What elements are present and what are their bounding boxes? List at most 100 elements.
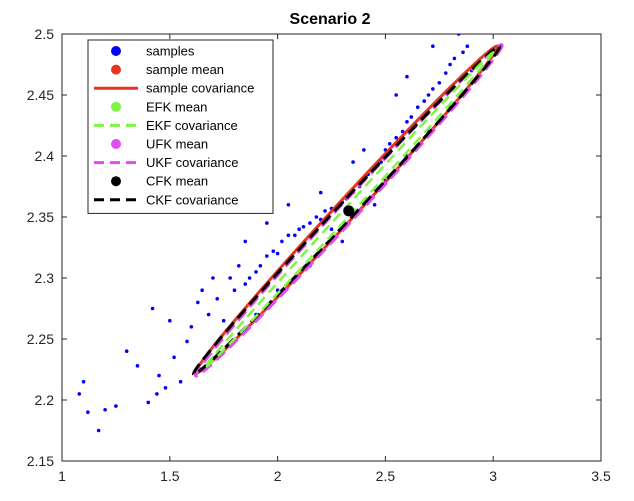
y-tick-label: 2.25 xyxy=(27,331,54,347)
sample-point xyxy=(196,300,200,305)
sample-point xyxy=(96,428,101,433)
sample-point xyxy=(146,400,151,405)
x-tick-label: 2.5 xyxy=(376,468,396,484)
sample-point xyxy=(236,264,241,268)
legend-item: UKF covariance xyxy=(94,155,238,170)
sample-point xyxy=(124,349,129,354)
y-tick-label: 2.4 xyxy=(35,148,55,164)
sample-point xyxy=(189,325,194,329)
axes: 1 1.5 2 2.5 3 3.5 2.15 2.2 2.25 2.3 2.35 2.4 2.45 2.5 xyxy=(27,26,611,484)
legend-item: sample covariance xyxy=(94,81,254,96)
legend-label: UKF covariance xyxy=(146,155,238,170)
sample-point xyxy=(431,44,435,48)
sample-point xyxy=(275,251,280,256)
sample-point xyxy=(135,364,140,368)
sample-point xyxy=(301,224,306,229)
x-tick-label: 3 xyxy=(489,468,497,484)
y-tick-label: 2.5 xyxy=(35,26,55,42)
sample-point xyxy=(456,34,461,36)
legend-item: CKF covariance xyxy=(94,192,238,207)
sample-point xyxy=(271,249,276,253)
legend-label: sample covariance xyxy=(146,81,254,96)
sample-point xyxy=(443,71,448,75)
y-tick-label: 2.3 xyxy=(35,270,55,286)
sample-point xyxy=(318,190,323,195)
legend-label: sample mean xyxy=(146,62,224,77)
sample-point xyxy=(308,221,312,225)
sample-point xyxy=(323,209,327,213)
legend-item: samples xyxy=(111,44,195,59)
legend-marker xyxy=(111,46,121,56)
legend-item: EFK mean xyxy=(111,99,207,114)
sample-point xyxy=(163,386,168,390)
x-tick-label: 1.5 xyxy=(160,468,180,484)
sample-point xyxy=(258,264,263,268)
legend-label: samples xyxy=(146,44,195,59)
sample-point xyxy=(431,87,435,91)
y-tick-label: 2.35 xyxy=(27,209,54,225)
sample-point xyxy=(185,339,189,344)
legend-label: EKF covariance xyxy=(146,118,238,133)
legend-marker xyxy=(111,101,121,112)
sample-point xyxy=(293,233,297,238)
sample-point xyxy=(168,318,172,323)
legend-item: EKF covariance xyxy=(94,118,238,133)
legend-label: CFK mean xyxy=(146,174,208,189)
sample-point xyxy=(394,135,398,140)
sample-point xyxy=(280,239,284,244)
chart-title: Scenario 2 xyxy=(290,11,371,28)
y-tick-label: 2.45 xyxy=(27,87,54,103)
sample-point xyxy=(351,160,355,164)
legend-label: UFK mean xyxy=(146,137,208,152)
legend-item: sample mean xyxy=(111,62,224,77)
x-tick-label: 2 xyxy=(274,468,282,484)
sample-point xyxy=(448,62,452,67)
sample-point xyxy=(437,81,442,85)
sample-point xyxy=(452,56,457,61)
sample-point xyxy=(314,215,319,219)
sample-point xyxy=(178,379,183,384)
sample-point xyxy=(286,233,291,238)
sample-point xyxy=(150,306,155,311)
ckf-mean-marker xyxy=(343,205,355,217)
sample-point xyxy=(394,93,398,97)
sample-point xyxy=(228,276,232,280)
sample-point xyxy=(155,392,159,396)
sample-point xyxy=(221,318,226,323)
sample-point xyxy=(243,239,248,244)
sample-point xyxy=(172,355,176,360)
legend-item: CFK mean xyxy=(111,174,208,189)
sample-point xyxy=(372,203,377,207)
x-tick-label: 1 xyxy=(58,468,66,484)
axes-box xyxy=(61,33,602,462)
sample-point xyxy=(254,270,258,274)
legend-label: CKF covariance xyxy=(146,192,238,207)
sample-point xyxy=(86,410,90,415)
sample-point xyxy=(409,115,414,119)
sample-point xyxy=(265,254,269,258)
sample-point xyxy=(103,407,107,412)
sample-point xyxy=(157,373,161,378)
y-tick-label: 2.2 xyxy=(35,392,55,408)
sample-point xyxy=(329,227,334,231)
sample-point xyxy=(297,227,301,231)
sample-point xyxy=(340,239,345,244)
sample-point xyxy=(461,50,465,55)
plot-area xyxy=(77,34,504,433)
sample-point xyxy=(114,404,118,408)
sample-point xyxy=(405,120,409,124)
sample-point xyxy=(415,105,420,109)
sample-point xyxy=(200,288,204,293)
sample-point xyxy=(362,148,366,152)
sample-point xyxy=(81,379,86,384)
legend-item: UFK mean xyxy=(111,137,208,152)
legend: samples sample mean sample covariance EFK m… xyxy=(87,39,274,214)
sample-point xyxy=(265,221,269,225)
x-tick-label: 3.5 xyxy=(591,468,611,484)
sample-point xyxy=(426,93,431,97)
ckf-covariance-ellipse xyxy=(191,44,502,376)
sample-point xyxy=(422,99,427,103)
sample-point xyxy=(211,276,215,280)
legend-marker xyxy=(111,139,121,149)
